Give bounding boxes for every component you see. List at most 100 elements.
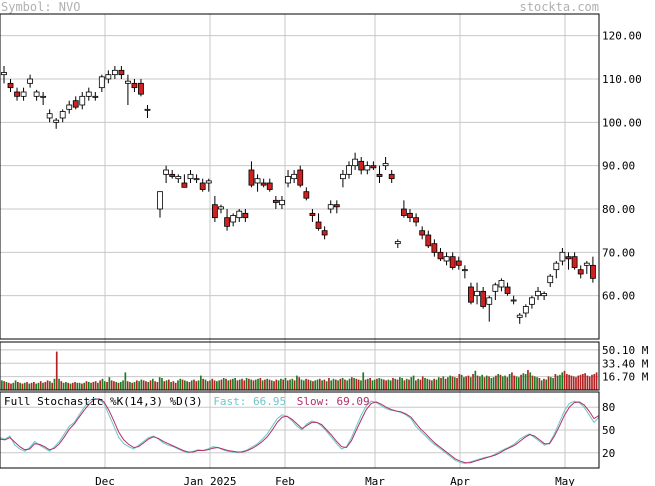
volume-bar xyxy=(248,378,250,390)
volume-bar xyxy=(264,379,266,390)
price-tick-label: 110.00 xyxy=(602,73,642,86)
x-axis-label: Dec xyxy=(95,475,115,486)
candle xyxy=(46,109,53,123)
volume-bar xyxy=(522,373,525,390)
volume-bar xyxy=(259,378,262,390)
candle xyxy=(346,161,352,179)
volume-bar xyxy=(504,375,506,390)
volume-bar xyxy=(282,379,285,390)
volume-bar xyxy=(268,379,271,390)
volume-bar xyxy=(154,381,156,390)
volume-bar xyxy=(330,380,333,390)
candle-body xyxy=(431,243,438,253)
candle xyxy=(358,157,365,175)
candle xyxy=(72,96,79,110)
volume-bar xyxy=(321,380,323,390)
candle xyxy=(40,92,47,105)
volume-bar xyxy=(44,382,47,390)
candle-body xyxy=(522,306,529,314)
volume-bar xyxy=(410,377,413,390)
volume-bar xyxy=(545,379,548,390)
candle xyxy=(474,282,480,305)
candle xyxy=(105,70,112,84)
volume-bar xyxy=(225,378,227,390)
volume-bar xyxy=(46,380,49,390)
volume-bar xyxy=(435,379,438,390)
candle xyxy=(144,105,151,118)
volume-bar xyxy=(170,382,172,390)
volume-bar xyxy=(21,383,24,390)
volume-bar xyxy=(337,380,339,390)
volume-bar xyxy=(355,378,358,390)
volume-tick-label: 50.10 M xyxy=(602,344,649,357)
candle xyxy=(455,256,462,270)
volume-bar xyxy=(174,382,177,390)
volume-bar xyxy=(305,378,307,390)
volume-bar xyxy=(593,374,596,390)
volume-bar xyxy=(481,374,484,390)
volume-bar xyxy=(540,380,543,390)
candle xyxy=(163,165,169,183)
volume-bar xyxy=(463,377,465,390)
candle xyxy=(7,79,14,92)
volume-bar xyxy=(222,378,225,390)
candle-body xyxy=(199,182,206,190)
volume-bar xyxy=(35,383,37,390)
volume-bar xyxy=(451,376,454,390)
candle xyxy=(242,209,249,222)
volume-bar xyxy=(266,378,269,390)
volume-bar xyxy=(344,379,346,390)
volume-bar xyxy=(97,382,99,390)
volume-bar xyxy=(209,380,211,390)
volume-bar xyxy=(241,378,243,390)
candle-body xyxy=(529,297,535,305)
volume-bar xyxy=(575,377,577,390)
price-tick-label: 90.00 xyxy=(602,160,635,173)
volume-bar xyxy=(517,377,520,390)
volume-bar xyxy=(538,378,541,390)
candle-body xyxy=(33,91,40,97)
volume-bar xyxy=(81,383,83,390)
volume-bar xyxy=(117,382,120,390)
volume-bar xyxy=(483,377,486,390)
volume-bar xyxy=(490,378,493,390)
candle-body xyxy=(340,173,346,180)
candle xyxy=(138,79,144,97)
volume-bar xyxy=(234,378,236,390)
volume-bar xyxy=(341,378,344,390)
volume-bar xyxy=(474,370,477,390)
volume-bar xyxy=(373,379,376,390)
volume-bar xyxy=(138,381,140,390)
candle-body xyxy=(309,212,316,216)
candle xyxy=(297,165,304,188)
volume-bar xyxy=(431,380,433,390)
candle-body xyxy=(382,163,389,167)
volume-bar xyxy=(151,378,154,390)
candle xyxy=(480,287,487,309)
volume-bar xyxy=(501,376,504,390)
price-tick-label: 120.00 xyxy=(602,30,642,43)
candle-body xyxy=(449,256,456,268)
candle-body xyxy=(333,204,340,208)
candle-body xyxy=(211,204,218,219)
candle xyxy=(181,174,188,188)
volume-bar xyxy=(193,379,195,390)
price-tick-label: 100.00 xyxy=(602,116,642,129)
x-axis-label: May xyxy=(555,475,575,486)
volume-bar xyxy=(563,370,566,390)
candle-body xyxy=(20,91,27,97)
x-axis-label: Apr xyxy=(450,475,470,486)
candle xyxy=(407,209,413,222)
candle xyxy=(504,282,511,296)
volume-bar xyxy=(140,379,143,390)
candle-body xyxy=(303,191,310,199)
candle-body xyxy=(169,173,176,177)
volume-bar xyxy=(476,375,479,390)
volume-bar xyxy=(211,378,214,390)
volume-bar xyxy=(60,381,63,390)
price-tick-label: 60.00 xyxy=(602,290,635,303)
candle-body xyxy=(577,269,584,275)
volume-bar xyxy=(204,379,207,390)
volume-bar xyxy=(7,382,10,390)
candle xyxy=(175,174,182,183)
